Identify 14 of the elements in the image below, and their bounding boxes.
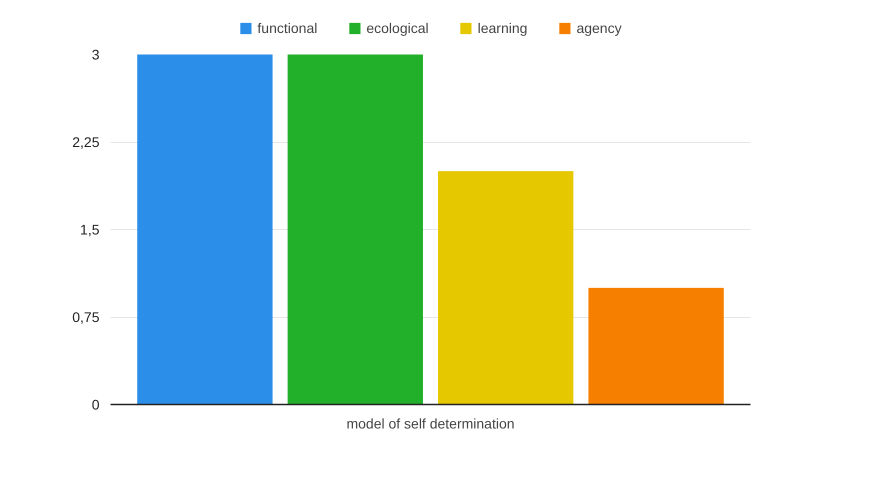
bar [588,288,724,404]
legend-label: ecological [366,20,429,36]
bar [438,171,574,404]
legend-label: learning [478,20,528,36]
y-tick-label: 0 [92,396,100,412]
x-axis-title: model of self determination [346,416,515,432]
bar [137,54,273,404]
y-tick-label: 3 [92,46,100,62]
y-tick-label: 1,5 [80,222,100,238]
bar [288,54,423,404]
y-tick-label: 0,75 [72,309,100,325]
legend-label: functional [257,20,318,36]
y-tick-label: 2,25 [72,134,100,150]
legend-label: agency [576,20,622,36]
